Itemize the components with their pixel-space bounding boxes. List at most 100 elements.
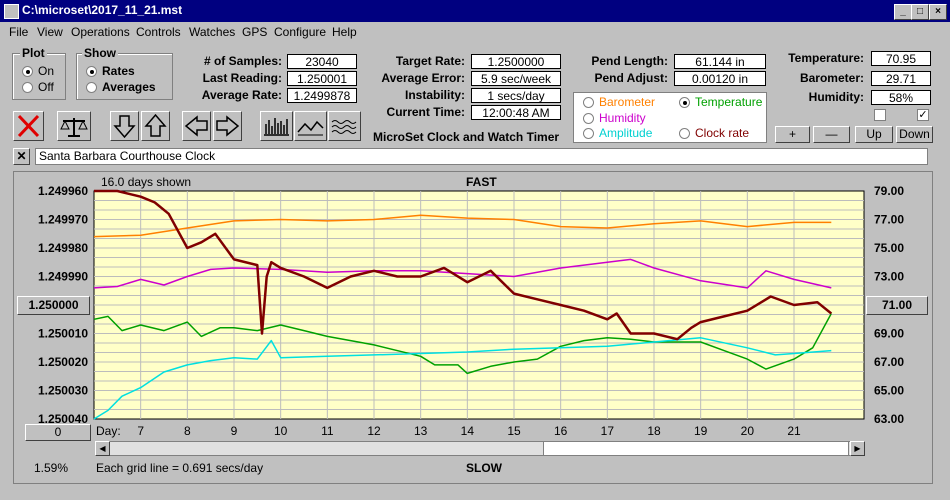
- move-down-button[interactable]: [110, 111, 139, 141]
- plus-button[interactable]: +: [775, 126, 810, 143]
- bar-graph-button[interactable]: [260, 111, 293, 141]
- legend-clock-rate-radio[interactable]: [679, 128, 690, 139]
- y-right-tick-label: 65.00: [874, 384, 904, 398]
- clear-x-button[interactable]: [13, 111, 44, 141]
- plot-off-radio[interactable]: [22, 82, 33, 93]
- title-bar: C:\microset\2017_11_21.mst _ □ ×: [0, 0, 950, 22]
- current-time-label: Current Time:: [386, 105, 465, 119]
- menu-watches[interactable]: Watches: [189, 25, 236, 39]
- y-right-tick-label: 63.00: [874, 412, 904, 426]
- line-graph-icon: [297, 120, 324, 136]
- temperature-field: 70.95: [871, 51, 931, 66]
- wave-graph-icon: [331, 120, 357, 134]
- slow-label: SLOW: [466, 461, 502, 475]
- triangle-left-icon: ◀: [99, 444, 106, 453]
- x-tick-label: 21: [787, 424, 801, 438]
- x-tick-label: 20: [741, 424, 755, 438]
- pend-length-field[interactable]: 61.144 in: [674, 54, 766, 69]
- plot-group-title: Plot: [20, 46, 47, 60]
- balance-scale-icon: [60, 118, 88, 137]
- scroll-left-button[interactable]: ◀: [95, 441, 110, 456]
- average-rate-label: Average Rate:: [201, 88, 282, 102]
- balance-button[interactable]: [57, 111, 91, 141]
- days-shown: 16.0 days shown: [101, 175, 192, 189]
- menu-help[interactable]: Help: [332, 25, 357, 39]
- average-error-field: 5.9 sec/week: [471, 71, 561, 86]
- y-right-tick-label: 77.00: [874, 213, 904, 227]
- show-averages-label: Averages: [102, 80, 156, 94]
- pend-adjust-field[interactable]: 0.00120 in: [674, 71, 766, 86]
- x-tick-label: 11: [321, 424, 334, 438]
- day-prefix: Day:: [96, 424, 121, 438]
- chart-frame: [13, 171, 933, 484]
- app-name: MicroSet Clock and Watch Timer: [373, 130, 560, 144]
- legend-humidity-label: Humidity: [599, 111, 646, 125]
- instability-label: Instability:: [404, 88, 465, 102]
- menu-configure[interactable]: Configure: [274, 25, 327, 39]
- scroll-thumb[interactable]: [543, 441, 849, 456]
- show-rates-radio[interactable]: [86, 66, 97, 77]
- left-axis-button[interactable]: 1.250000: [17, 296, 90, 315]
- close-x-icon: ✕: [16, 149, 27, 163]
- average-rate-field: 1.2499878: [287, 88, 357, 103]
- y-left-tick-label: 1.249970: [38, 213, 88, 227]
- line-graph-button[interactable]: [294, 111, 327, 141]
- move-left-button[interactable]: [182, 111, 211, 141]
- plot-on-radio[interactable]: [22, 66, 33, 77]
- up-button[interactable]: Up: [855, 126, 893, 143]
- window-title: C:\microset\2017_11_21.mst: [22, 3, 183, 17]
- zero-button[interactable]: 0: [25, 424, 91, 441]
- series-clock-rate: [94, 189, 833, 341]
- instability-field: 1 secs/day: [471, 88, 561, 103]
- menu-controls[interactable]: Controls: [136, 25, 181, 39]
- show-group: [76, 53, 173, 100]
- wave-graph-button[interactable]: [328, 111, 361, 141]
- legend-barometer-radio[interactable]: [583, 97, 594, 108]
- humidity-field: 58%: [871, 90, 931, 105]
- arrow-up-icon: [144, 113, 167, 137]
- y-left-tick-label: 1.250030: [38, 384, 88, 398]
- menu-view[interactable]: View: [37, 25, 63, 39]
- minus-button[interactable]: —: [813, 126, 850, 143]
- y-left-tick-label: 1.249960: [38, 184, 88, 198]
- x-tick-label: 15: [507, 424, 521, 438]
- plot-on-label: On: [38, 64, 55, 78]
- arrow-down-icon: [113, 115, 136, 139]
- percent-readout: 1.59%: [34, 461, 69, 475]
- maximize-icon[interactable]: □: [911, 4, 929, 20]
- x-tick-label: 14: [461, 424, 475, 438]
- right-checkbox[interactable]: ✓: [917, 109, 929, 121]
- y-left-tick-label: 1.249990: [38, 270, 88, 284]
- down-button[interactable]: Down: [896, 126, 933, 143]
- scroll-right-button[interactable]: ▶: [850, 441, 865, 456]
- menu-gps[interactable]: GPS: [242, 25, 268, 39]
- y-right-tick-label: 67.00: [874, 355, 904, 369]
- show-rates-label: Rates: [102, 64, 135, 78]
- x-tick-label: 8: [184, 424, 191, 438]
- move-right-button[interactable]: [213, 111, 242, 141]
- close-icon[interactable]: ×: [929, 4, 947, 20]
- right-axis-button[interactable]: 71.00: [866, 296, 928, 315]
- target-rate-field[interactable]: 1.2500000: [471, 54, 561, 69]
- left-checkbox[interactable]: [874, 109, 886, 121]
- x-tick-label: 13: [414, 424, 428, 438]
- clock-name-input[interactable]: Santa Barbara Courthouse Clock: [35, 148, 928, 165]
- arrow-left-icon: [184, 115, 208, 137]
- menu-file[interactable]: File: [9, 25, 29, 39]
- legend-barometer-label: Barometer: [599, 95, 656, 109]
- menu-operations[interactable]: Operations: [71, 25, 130, 39]
- barometer-label: Barometer:: [799, 71, 864, 85]
- y-right-tick-label: 75.00: [874, 241, 904, 255]
- fast-label: FAST: [466, 175, 497, 189]
- clear-name-button[interactable]: ✕: [13, 148, 30, 165]
- legend-amplitude-radio[interactable]: [583, 128, 594, 139]
- x-tick-label: 19: [694, 424, 708, 438]
- y-right-tick-label: 79.00: [874, 184, 904, 198]
- y-left-tick-label: 1.250020: [38, 355, 88, 369]
- move-up-button[interactable]: [141, 111, 170, 141]
- legend-temperature-radio[interactable]: [679, 97, 690, 108]
- show-averages-radio[interactable]: [86, 82, 97, 93]
- x-tick-label: 7: [137, 424, 144, 438]
- legend-humidity-radio[interactable]: [583, 113, 594, 124]
- average-error-label: Average Error:: [381, 71, 465, 85]
